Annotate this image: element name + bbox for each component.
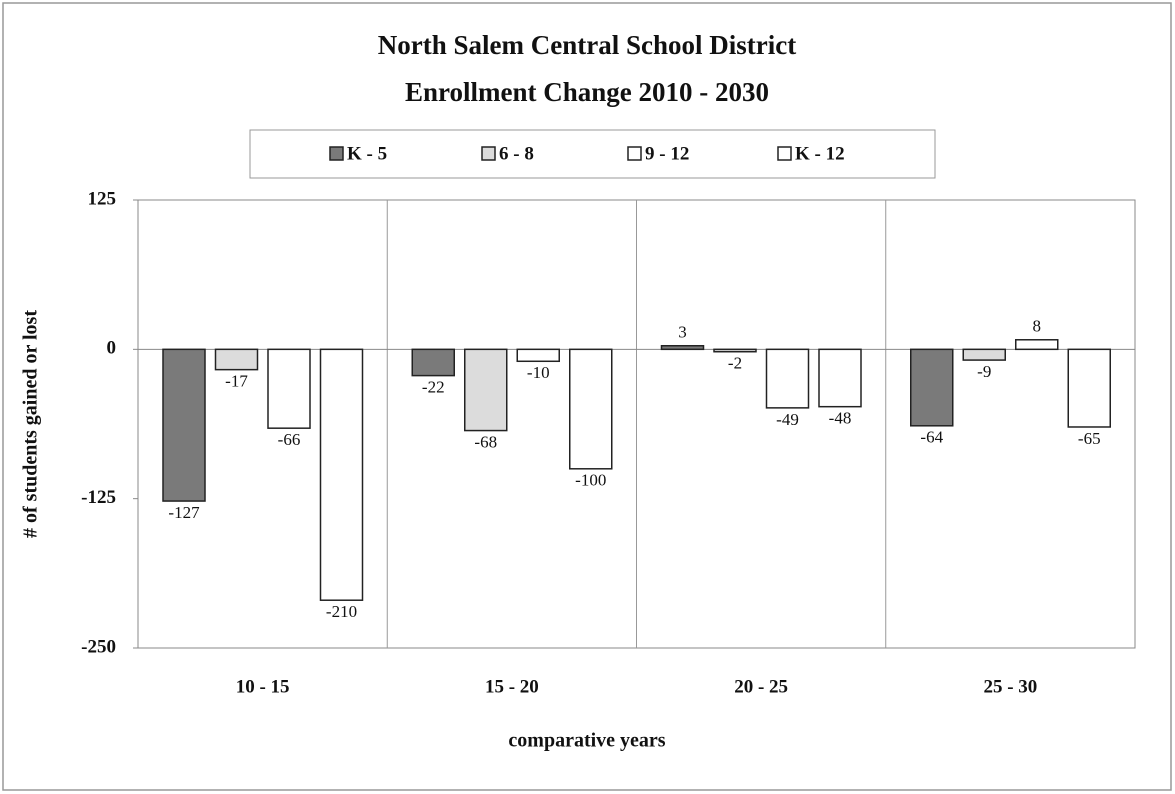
data-label: -9 (977, 362, 991, 381)
data-label: -22 (422, 378, 445, 397)
legend-swatch (627, 146, 642, 161)
data-label: 3 (678, 323, 687, 342)
data-label: -17 (225, 372, 248, 391)
bar (464, 348, 508, 432)
chart-title: North Salem Central School District (378, 30, 796, 60)
data-label: -48 (829, 409, 852, 428)
data-label: -2 (728, 354, 742, 373)
legend-swatch (329, 146, 344, 161)
legend-label: 9 - 12 (645, 143, 689, 164)
legend-label: 6 - 8 (499, 143, 534, 164)
y-tick-label: 0 (107, 338, 117, 359)
data-label: -68 (474, 432, 497, 451)
data-label: -65 (1078, 429, 1101, 448)
bar (569, 348, 613, 470)
bar (1015, 339, 1059, 351)
bar (411, 348, 455, 377)
bar (516, 348, 560, 363)
legend-box (249, 129, 936, 179)
x-tick-label: 25 - 30 (983, 676, 1037, 697)
y-tick-label: -250 (81, 636, 116, 657)
bar (910, 348, 954, 427)
bar (1067, 348, 1111, 428)
data-label: -100 (575, 471, 606, 490)
legend-swatch (777, 146, 792, 161)
bar (267, 348, 311, 429)
bar (713, 348, 757, 353)
y-tick-label: 125 (88, 188, 117, 209)
chart-subtitle: Enrollment Change 2010 - 2030 (405, 77, 769, 107)
data-label: 8 (1033, 317, 1042, 336)
data-label: -66 (278, 430, 301, 449)
bar (660, 344, 705, 351)
x-axis-label: comparative years (508, 730, 665, 752)
bar (319, 348, 364, 601)
x-tick-label: 20 - 25 (734, 676, 788, 697)
data-label: -210 (326, 602, 357, 621)
data-label: -127 (168, 503, 200, 522)
x-tick-label: 10 - 15 (236, 676, 290, 697)
bar (818, 348, 862, 408)
y-tick-label: -125 (81, 487, 116, 508)
data-label: -10 (527, 363, 550, 382)
y-axis-label: # of students gained or lost (20, 310, 42, 538)
data-label: -64 (920, 428, 943, 447)
data-label: -49 (776, 410, 799, 429)
legend-label: K - 5 (347, 143, 387, 164)
bar (962, 348, 1006, 361)
bar (214, 348, 259, 371)
x-tick-label: 15 - 20 (485, 676, 539, 697)
legend-label: K - 12 (795, 143, 845, 164)
bar (765, 348, 810, 409)
bar (162, 348, 206, 502)
legend-swatch (481, 146, 496, 161)
